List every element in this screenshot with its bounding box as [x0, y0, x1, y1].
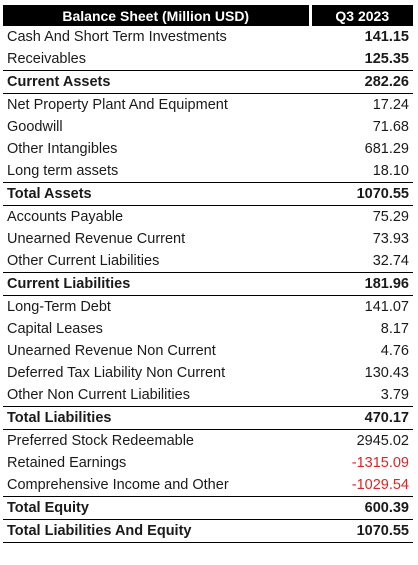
row-value: -1315.09 [351, 455, 409, 471]
row-label: Other Non Current Liabilities [7, 387, 190, 403]
row-label: Unearned Revenue Non Current [7, 343, 216, 359]
header-label: Balance Sheet (Million USD) [3, 5, 312, 26]
row-label: Total Liabilities [3, 406, 310, 430]
table-body: Cash And Short Term Investments 141.15 Rec… [3, 26, 413, 543]
table-row: Goodwill 71.68 [3, 116, 413, 138]
row-value: 141.07 [364, 299, 409, 315]
table-row: Total Liabilities And Equity 1070.55 [3, 519, 413, 543]
row-label: Deferred Tax Liability Non Current [7, 365, 226, 381]
row-label: Total Liabilities And Equity [3, 519, 310, 543]
row-label: Capital Leases [7, 321, 103, 337]
row-label: Accounts Payable [7, 209, 124, 225]
row-value: 17.24 [372, 97, 409, 113]
row-value: 130.43 [364, 365, 409, 381]
table-row: Capital Leases 8.17 [3, 318, 413, 340]
row-value: 470.17 [310, 406, 413, 430]
table-row: Other Intangibles 681.29 [3, 138, 413, 160]
row-value: 32.74 [372, 253, 409, 269]
balance-sheet-table: Balance Sheet (Million USD) Q3 2023 Cash… [3, 5, 413, 543]
row-label: Unearned Revenue Current [7, 231, 186, 247]
row-label: Long-Term Debt [7, 299, 111, 315]
row-label: Other Intangibles [7, 141, 118, 157]
row-value: 600.39 [310, 496, 413, 520]
row-label: Long term assets [7, 163, 119, 179]
table-row: Retained Earnings -1315.09 [3, 452, 413, 474]
table-row: Receivables 125.35 [3, 48, 413, 71]
row-value: 125.35 [364, 51, 409, 67]
row-value: 141.15 [364, 29, 409, 45]
table-row: Cash And Short Term Investments 141.15 [3, 26, 413, 48]
table-row: Long-Term Debt 141.07 [3, 296, 413, 319]
table-row: Total Assets 1070.55 [3, 182, 413, 206]
table-row: Other Non Current Liabilities 3.79 [3, 384, 413, 407]
table-row: Long term assets 18.10 [3, 160, 413, 183]
row-label: Preferred Stock Redeemable [7, 433, 194, 449]
balance-sheet: Balance Sheet (Million USD) Q3 2023 Cash… [3, 5, 413, 543]
row-label: Current Liabilities [3, 272, 310, 296]
table-row: Current Assets 282.26 [3, 70, 413, 94]
row-label: Cash And Short Term Investments [7, 29, 227, 45]
row-value: -1029.54 [351, 477, 409, 493]
row-label: Other Current Liabilities [7, 253, 160, 269]
row-label: Current Assets [3, 70, 310, 94]
table-row: Accounts Payable 75.29 [3, 206, 413, 229]
table-row: Net Property Plant And Equipment 17.24 [3, 94, 413, 117]
table-row: Other Current Liabilities 32.74 [3, 250, 413, 273]
row-value: 71.68 [372, 119, 409, 135]
row-label: Total Equity [3, 496, 310, 520]
row-value: 73.93 [372, 231, 409, 247]
row-value: 4.76 [380, 343, 409, 359]
table-row: Unearned Revenue Non Current 4.76 [3, 340, 413, 362]
header-period: Q3 2023 [310, 5, 413, 26]
table-row: Deferred Tax Liability Non Current 130.43 [3, 362, 413, 384]
row-value: 282.26 [310, 70, 413, 94]
row-value: 681.29 [364, 141, 409, 157]
row-label: Total Assets [3, 182, 310, 206]
row-label: Retained Earnings [7, 455, 127, 471]
row-label: Comprehensive Income and Other [7, 477, 229, 493]
row-value: 8.17 [380, 321, 409, 337]
row-label: Net Property Plant And Equipment [7, 97, 228, 113]
table-row: Comprehensive Income and Other -1029.54 [3, 474, 413, 497]
row-label: Receivables [7, 51, 86, 67]
table-row: Preferred Stock Redeemable 2945.02 [3, 430, 413, 453]
row-value: 1070.55 [310, 182, 413, 206]
row-value: 18.10 [372, 163, 409, 179]
row-value: 75.29 [372, 209, 409, 225]
table-row: Total Liabilities 470.17 [3, 406, 413, 430]
row-value: 1070.55 [310, 519, 413, 543]
row-label: Goodwill [7, 119, 63, 135]
table-row: Current Liabilities 181.96 [3, 272, 413, 296]
row-value: 2945.02 [356, 433, 409, 449]
table-row: Total Equity 600.39 [3, 496, 413, 520]
header-row: Balance Sheet (Million USD) Q3 2023 [3, 5, 413, 26]
row-value: 181.96 [310, 272, 413, 296]
row-value: 3.79 [380, 387, 409, 403]
table-row: Unearned Revenue Current 73.93 [3, 228, 413, 250]
